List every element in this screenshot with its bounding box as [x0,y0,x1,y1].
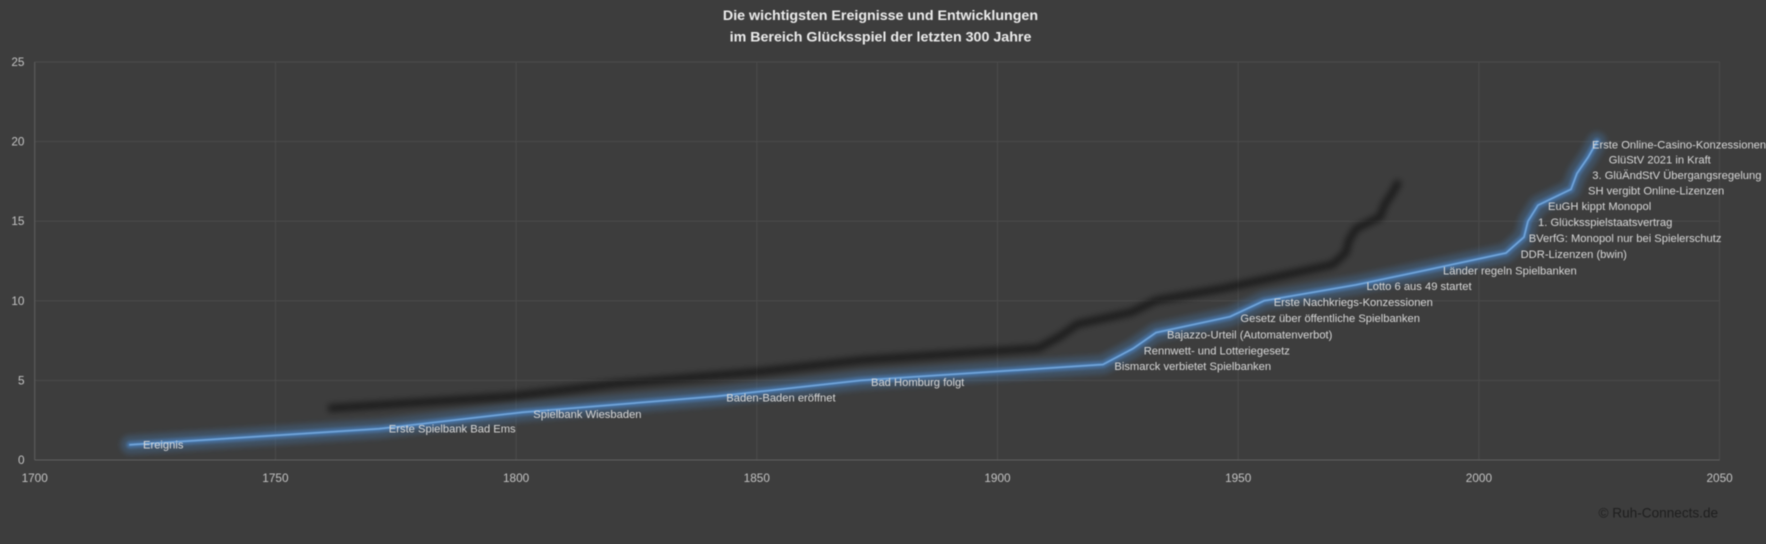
svg-text:15: 15 [11,214,25,228]
svg-text:5: 5 [18,373,25,387]
svg-text:20: 20 [11,135,25,149]
svg-text:0: 0 [18,453,25,467]
svg-text:EuGH kippt Monopol: EuGH kippt Monopol [1548,201,1651,213]
svg-text:Die wichtigsten Ereignisse und: Die wichtigsten Ereignisse und Entwicklu… [723,8,1038,24]
svg-text:Bismarck verbietet Spielbanken: Bismarck verbietet Spielbanken [1114,361,1271,373]
svg-text:Spielbank Wiesbaden: Spielbank Wiesbaden [533,409,641,421]
svg-text:© Ruh-Connects.de: © Ruh-Connects.de [1599,506,1719,521]
svg-text:2000: 2000 [1466,471,1493,485]
svg-text:im Bereich Glücksspiel der let: im Bereich Glücksspiel der letzten 300 J… [730,29,1032,45]
svg-text:Lotto 6 aus 49 startet: Lotto 6 aus 49 startet [1367,281,1473,293]
svg-text:Gesetz über öffentliche Spielb: Gesetz über öffentliche Spielbanken [1240,313,1420,325]
svg-text:1850: 1850 [744,471,771,485]
svg-text:BVerfG: Monopol nur bei Spiele: BVerfG: Monopol nur bei Spielerschutz [1529,233,1722,245]
svg-text:Erste Nachkriegs-Konzessionen: Erste Nachkriegs-Konzessionen [1274,297,1433,309]
svg-text:Bajazzo-Urteil (Automatenverbo: Bajazzo-Urteil (Automatenverbot) [1167,330,1333,342]
svg-text:Erste Online-Casino-Konzession: Erste Online-Casino-Konzessionen [1592,140,1766,152]
svg-text:1900: 1900 [984,471,1011,485]
svg-text:10: 10 [11,294,25,308]
svg-text:Bad Homburg folgt: Bad Homburg folgt [871,377,965,389]
svg-text:Baden-Baden eröffnet: Baden-Baden eröffnet [726,393,836,405]
svg-text:Länder regeln Spielbanken: Länder regeln Spielbanken [1443,265,1577,277]
svg-text:3. GlüÄndStV Übergangsregelung: 3. GlüÄndStV Übergangsregelung [1592,170,1761,182]
svg-text:1. Glücksspielstaatsvertrag: 1. Glücksspielstaatsvertrag [1538,217,1672,229]
svg-text:Erste Spielbank Bad Ems: Erste Spielbank Bad Ems [389,424,516,436]
svg-text:1800: 1800 [503,471,530,485]
svg-text:Ereignis: Ereignis [143,440,184,452]
svg-text:2050: 2050 [1706,471,1733,485]
svg-text:DDR-Lizenzen (bwin): DDR-Lizenzen (bwin) [1521,249,1628,261]
svg-text:25: 25 [11,55,25,69]
svg-text:1750: 1750 [262,471,289,485]
svg-text:1700: 1700 [22,471,49,485]
svg-text:Rennwett- und Lotteriegesetz: Rennwett- und Lotteriegesetz [1144,346,1291,358]
svg-text:GlüStV 2021 in Kraft: GlüStV 2021 in Kraft [1609,154,1712,166]
svg-text:SH vergibt Online-Lizenzen: SH vergibt Online-Lizenzen [1588,186,1724,198]
svg-text:1950: 1950 [1225,471,1252,485]
